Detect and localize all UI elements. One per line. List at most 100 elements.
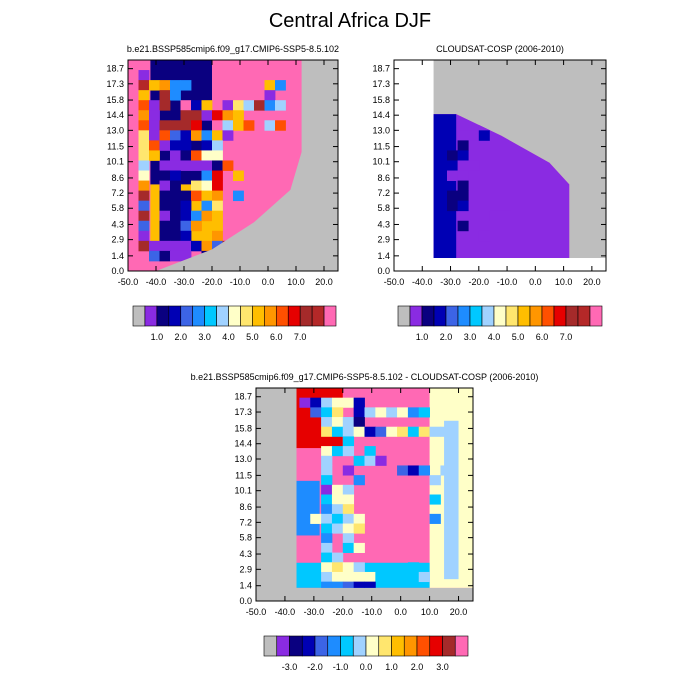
y-tick-label: 1.4: [239, 581, 252, 591]
heatmap-cell: [310, 407, 322, 418]
colorbar-swatch: [416, 635, 431, 657]
heatmap-cell: [440, 426, 452, 437]
heatmap-cell: [138, 240, 150, 252]
heatmap-cell: [331, 484, 344, 495]
heatmap-cell: [159, 200, 171, 212]
y-tick-label: 7.2: [239, 517, 252, 527]
colorbar-swatch: [565, 305, 579, 327]
panel-3: b.e21.BSSP585cmip6.f09_g17.CMIP6-SSP5-8.…: [191, 372, 539, 617]
heatmap-cell: [170, 180, 181, 192]
y-tick-label: 0.0: [377, 266, 390, 276]
heatmap-cell: [233, 170, 244, 181]
heatmap-cell: [149, 80, 160, 91]
x-tick-label: -20.0: [202, 277, 223, 287]
heatmap-cell: [321, 465, 333, 476]
colorbar-swatch: [378, 635, 392, 657]
colorbar-label: 3.0: [198, 332, 211, 342]
colorbar-label: 4.0: [488, 332, 501, 342]
y-tick-label: 18.7: [372, 64, 390, 74]
no-data-strip-bottom: [394, 258, 606, 271]
heatmap-cell: [310, 513, 322, 524]
colorbar-swatch: [168, 305, 182, 327]
x-tick-label: -40.0: [275, 607, 296, 617]
y-tick-label: 1.4: [111, 251, 124, 261]
heatmap-cell: [407, 407, 420, 418]
heatmap-cell: [149, 110, 160, 121]
heatmap-cell: [264, 80, 276, 91]
heatmap-region: [296, 480, 320, 536]
y-tick-label: 0.0: [239, 596, 252, 606]
heatmap-cell: [191, 180, 202, 192]
colorbar-swatch: [287, 305, 301, 327]
heatmap-cell: [159, 190, 171, 202]
heatmap-cell: [321, 552, 333, 563]
heatmap-cell: [159, 160, 171, 171]
heatmap-cell: [212, 150, 223, 161]
heatmap-cell: [331, 426, 344, 437]
heatmap-cell: [212, 220, 223, 232]
colorbar-swatch: [327, 635, 341, 657]
y-tick-label: 8.6: [239, 502, 252, 512]
heatmap-cell: [191, 190, 202, 202]
colorbar-label: 1.0: [151, 332, 164, 342]
heatmap-cell: [375, 455, 387, 466]
heatmap-cell: [429, 513, 441, 524]
heatmap-cell: [418, 407, 430, 418]
heatmap-cell: [170, 220, 181, 232]
colorbar-swatch: [156, 305, 170, 327]
heatmap-cell: [310, 397, 322, 408]
heatmap-cell: [342, 571, 355, 583]
colorbar-swatch: [352, 635, 367, 657]
heatmap-cell: [364, 446, 376, 457]
heatmap-cell: [457, 170, 469, 181]
panel-2: CLOUDSAT-COSP (2006-2010) 0.0 1.4 2.9 4.3 5.8…: [372, 44, 607, 287]
heatmap-cell: [353, 475, 365, 486]
y-tick-label: 2.9: [239, 564, 252, 574]
heatmap-cell: [397, 465, 409, 476]
colorbar-swatch: [192, 305, 205, 327]
colorbar-swatch: [276, 635, 290, 657]
heatmap-cell: [180, 190, 192, 202]
heatmap-cell: [299, 397, 311, 408]
colorbar-swatch: [529, 305, 543, 327]
heatmap-cell: [233, 100, 244, 111]
heatmap-cell: [201, 150, 213, 161]
heatmap-cell: [364, 581, 376, 588]
y-tick-label: 0.0: [111, 266, 124, 276]
heatmap-cell: [353, 513, 365, 524]
heatmap-cell: [159, 210, 171, 222]
heatmap-cell: [321, 494, 333, 505]
heatmap-cell: [212, 120, 223, 131]
heatmap-cell: [275, 80, 286, 91]
heatmap-cell: [386, 426, 398, 437]
colorbar-label: 6.0: [270, 332, 283, 342]
heatmap-cell: [170, 140, 181, 151]
heatmap-cell: [353, 542, 365, 553]
x-tick-label: -10.0: [230, 277, 251, 287]
y-tick-label: 7.2: [111, 188, 124, 198]
heatmap-cell: [201, 190, 213, 202]
heatmap-cell: [331, 504, 344, 515]
heatmap-cell: [149, 240, 160, 252]
colorbar-swatch: [264, 305, 277, 327]
colorbar-label: 3.0: [464, 332, 477, 342]
x-tick-label: 10.0: [421, 607, 439, 617]
y-tick-label: 15.8: [106, 95, 124, 105]
colorbar-swatch: [340, 635, 354, 657]
colorbar-swatch: [228, 305, 241, 327]
x-tick-label: 20.0: [315, 277, 333, 287]
x-tick-label: -50.0: [246, 607, 267, 617]
heatmap-cell: [180, 150, 192, 161]
heatmap-cell: [138, 140, 150, 151]
colorbar-swatch: [144, 305, 158, 327]
heatmap-cell: [201, 130, 213, 141]
heatmap-cell: [159, 80, 171, 91]
heatmap-cell: [429, 426, 441, 437]
heatmap-cell: [180, 240, 192, 252]
heatmap-cell: [212, 210, 223, 222]
colorbar-label: 4.0: [222, 332, 235, 342]
panel-1: b.e21.BSSP585cmip6.f09_g17.CMIP6-SSP5-8.…: [106, 44, 339, 287]
heatmap-cell: [321, 484, 333, 495]
heatmap-cell: [342, 446, 355, 457]
heatmap-cell: [489, 210, 501, 222]
